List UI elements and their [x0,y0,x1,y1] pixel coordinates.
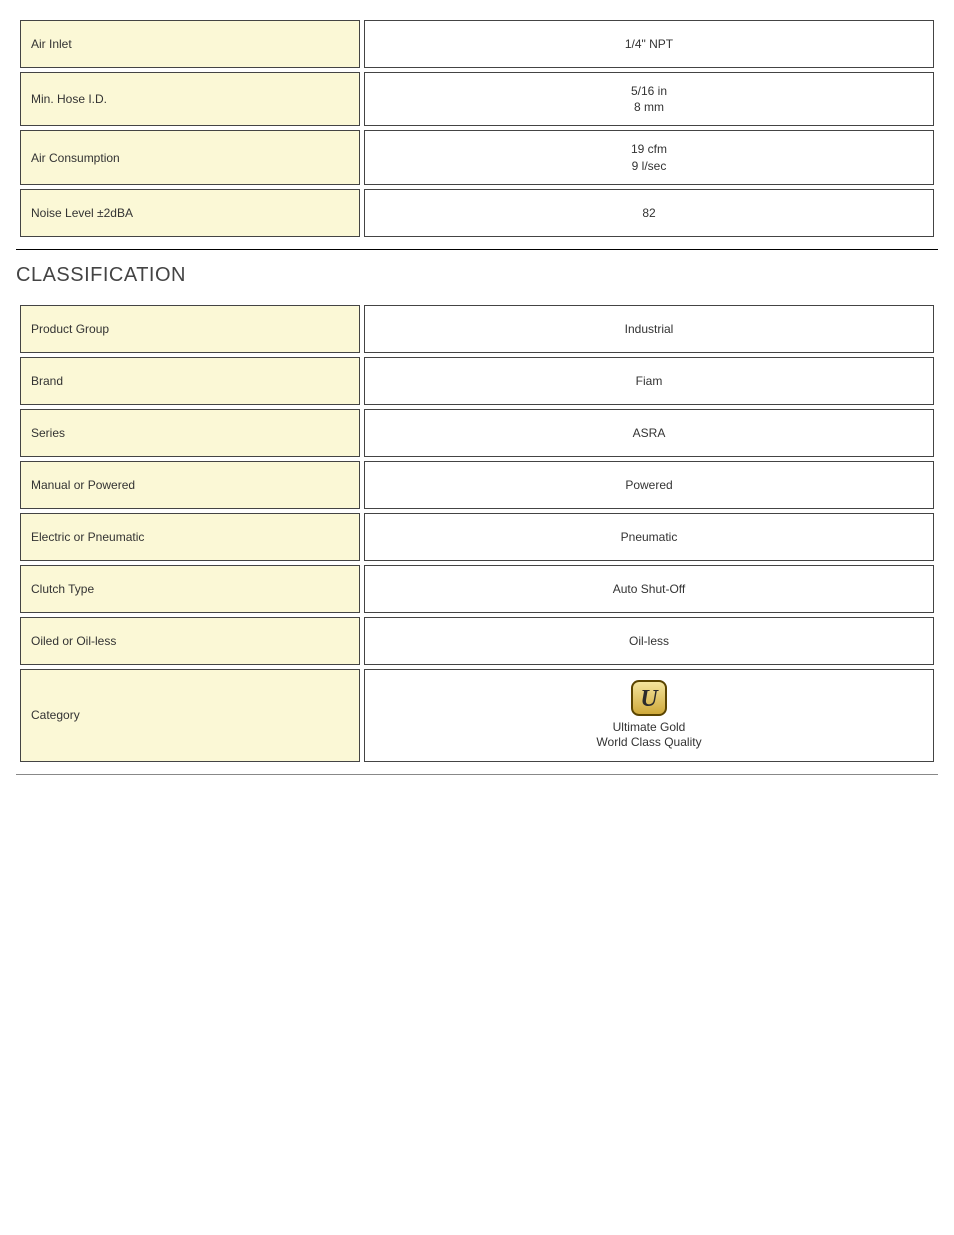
section-divider [16,249,938,250]
class-label-category: Category [20,669,360,762]
class-label: Electric or Pneumatic [20,513,360,561]
specs-table: Air Inlet 1/4" NPT Min. Hose I.D. 5/16 i… [16,16,938,241]
class-value: Industrial [364,305,934,353]
spec-value: 1/4" NPT [364,20,934,68]
specs-tbody: Air Inlet 1/4" NPT Min. Hose I.D. 5/16 i… [20,20,934,237]
class-value: Powered [364,461,934,509]
spec-label: Air Inlet [20,20,360,68]
spec-value: 19 cfm9 l/sec [364,130,934,184]
classification-tbody: Product Group Industrial Brand Fiam Seri… [20,305,934,762]
category-line2: World Class Quality [596,735,701,749]
table-row-category: Category U Ultimate Gold World Class Qua… [20,669,934,762]
ultimate-gold-icon: U [631,680,667,716]
table-row: Manual or Powered Powered [20,461,934,509]
table-row: Noise Level ±2dBA 82 [20,189,934,237]
end-divider [16,774,938,775]
category-badge-wrap: U Ultimate Gold World Class Quality [375,680,923,751]
table-row: Clutch Type Auto Shut-Off [20,565,934,613]
classification-table: Product Group Industrial Brand Fiam Seri… [16,301,938,766]
table-row: Electric or Pneumatic Pneumatic [20,513,934,561]
table-row: Air Consumption 19 cfm9 l/sec [20,130,934,184]
class-value: Fiam [364,357,934,405]
spec-value: 82 [364,189,934,237]
class-label: Brand [20,357,360,405]
table-row: Series ASRA [20,409,934,457]
spec-label: Air Consumption [20,130,360,184]
class-label: Clutch Type [20,565,360,613]
table-row: Brand Fiam [20,357,934,405]
class-value: ASRA [364,409,934,457]
class-label: Oiled or Oil-less [20,617,360,665]
spec-label: Min. Hose I.D. [20,72,360,126]
table-row: Min. Hose I.D. 5/16 in8 mm [20,72,934,126]
table-row: Air Inlet 1/4" NPT [20,20,934,68]
class-value: Auto Shut-Off [364,565,934,613]
table-row: Product Group Industrial [20,305,934,353]
classification-title: CLASSIFICATION [16,264,938,287]
class-label: Manual or Powered [20,461,360,509]
class-value: Pneumatic [364,513,934,561]
spec-value: 5/16 in8 mm [364,72,934,126]
class-label: Series [20,409,360,457]
class-value-category: U Ultimate Gold World Class Quality [364,669,934,762]
class-value: Oil-less [364,617,934,665]
class-label: Product Group [20,305,360,353]
table-row: Oiled or Oil-less Oil-less [20,617,934,665]
spec-label: Noise Level ±2dBA [20,189,360,237]
category-line1: Ultimate Gold [613,720,686,734]
